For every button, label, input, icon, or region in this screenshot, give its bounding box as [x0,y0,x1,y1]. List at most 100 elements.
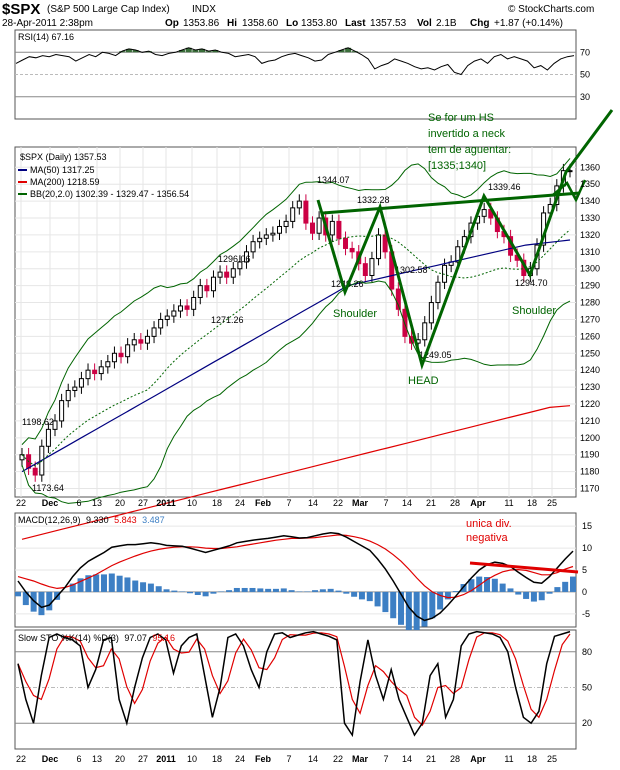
y-tick-label: 1250 [580,348,600,358]
sto-tick-label: 20 [582,718,592,728]
y-tick-label: 1240 [580,365,600,375]
macd-histogram-bar [421,591,428,627]
macd-histogram-bar [546,591,553,594]
bb-lower-line [21,280,571,504]
y-tick-label: 1360 [580,162,600,172]
y-tick-label: 1320 [580,230,600,240]
x-tick-label: Feb [255,754,272,764]
y-tick-label: 1190 [580,450,599,460]
candle-body [422,322,428,341]
legend-ma50: MA(50) 1317.25 [30,165,95,175]
candle-body [481,209,487,217]
macd-histogram-bar [194,591,201,595]
y-tick-label: 1230 [580,382,600,392]
candle-body [151,327,157,337]
x-tick-label: Mar [352,754,369,764]
macd-histogram-bar [265,588,272,592]
y-tick-label: 1350 [580,179,600,189]
candle-body [428,302,434,324]
neckline [322,191,581,215]
candle-body [290,207,296,222]
y-tick-label: 1220 [580,399,600,409]
candle-body [78,378,84,388]
candle-body [138,339,144,344]
candle-body [85,369,91,380]
macd-tick-label: -5 [582,609,590,619]
legend-ma200: MA(200) 1218.59 [30,177,100,187]
x-tick-label: 7 [286,754,291,764]
candle-body [32,467,38,476]
last-label: Last [345,18,366,29]
last-value: 1357.53 [370,18,407,29]
macd-histogram-bar [226,590,233,592]
macd-histogram-bar [444,591,451,600]
ma200-line [21,405,571,540]
macd-histogram-bar [460,584,467,592]
sto-label-prefix: Slow STO %K(14) %D(3) [18,633,119,643]
price-plot: 1344.07 1332.28 1339.46 1302.58 1294.70 1296.… [19,109,614,540]
macd-signal-value: 5.843 [114,515,137,525]
x-tick-label: 24 [235,498,245,508]
macd-histogram-bar [124,577,131,592]
legend-price: $SPX (Daily) 1357.53 [20,152,107,162]
candle-body [118,352,124,358]
open-label: Op [165,18,179,29]
macd-histogram-bar [312,590,319,592]
macd-histogram-bar [38,591,45,616]
legend-bb: BB(20,2.0) 1302.39 - 1329.47 - 1356.54 [30,189,189,199]
x-tick-label: 27 [138,498,148,508]
macd-histogram-bar [93,574,100,592]
divergence-line [469,561,579,574]
macd-histogram-bar [437,591,444,610]
macd-tick-label: 5 [582,565,587,575]
macd-histogram-bar [554,587,561,592]
x-tick-label: 2011 [156,754,176,764]
macd-label-prefix: MACD(12,26,9) [18,515,81,525]
rsi-tick-label: 50 [580,70,590,80]
macd-histogram-bar [523,591,530,599]
macd-histogram-bar [140,582,147,592]
y-tick-label: 1210 [580,416,600,426]
sto-d-value: 95.16 [152,633,175,643]
bb-upper-line [21,158,571,445]
macd-histogram-bar [405,591,412,631]
x-tick-label: 13 [92,498,102,508]
macd-histogram-bar [46,591,53,611]
rsi-overbought-fill [351,51,358,53]
macd-histogram-bar [116,575,123,592]
candle-body [92,369,98,375]
candle-body [369,258,375,277]
candle-body [270,232,276,236]
macd-histogram-bar [155,586,162,592]
candle-body [45,428,51,447]
y-tick-label: 1300 [580,264,600,274]
x-tick-label: Feb [255,498,272,508]
macd-histogram-bar [257,588,264,592]
macd-histogram-bar [249,587,256,592]
note-line-1: Se for um HS [428,112,494,124]
x-tick-label: 24 [235,754,245,764]
candle-body [224,271,230,278]
price-point-label: 1332.28 [357,195,390,205]
candle-body [105,361,111,368]
x-tick-label: Apr [470,498,486,508]
macd-histogram-bar [22,591,29,606]
y-tick-label: 1310 [580,247,600,257]
x-tick-label: 25 [547,754,557,764]
macd-histogram-bar [390,591,397,619]
candle-body [362,263,368,277]
price-point-label: 1271.26 [211,315,244,325]
candle-body [72,386,78,391]
price-point-label: 1173.64 [32,483,64,493]
low-value: 1353.80 [301,18,338,29]
macd-histogram-bar [515,591,522,595]
rsi-overbought-fill [212,50,219,53]
high-value: 1358.60 [242,18,279,29]
candle-body [210,276,216,292]
macd-histogram-bar [15,591,21,597]
candle-body [65,389,71,402]
candle-body [184,305,190,310]
candle-body [257,237,263,243]
sto-k-value: 97.07 [124,633,147,643]
macd-hist-value: 3.487 [142,515,165,525]
